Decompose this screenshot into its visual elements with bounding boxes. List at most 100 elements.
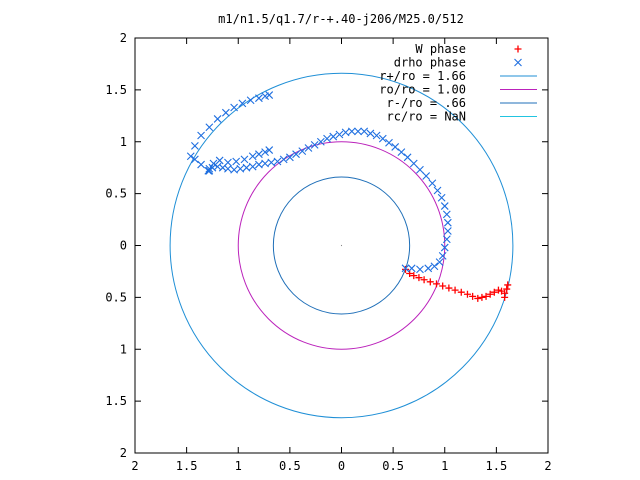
cross-marker xyxy=(205,166,214,175)
plus-marker xyxy=(432,280,440,288)
plus-marker xyxy=(439,282,447,290)
cross-marker xyxy=(230,103,239,112)
cross-marker xyxy=(397,148,406,157)
y-tick-label: 1.5 xyxy=(105,83,127,97)
cross-marker xyxy=(265,91,274,99)
cross-marker xyxy=(416,265,424,274)
cross-marker xyxy=(440,243,449,252)
cross-marker xyxy=(347,127,356,136)
cross-marker xyxy=(190,142,199,150)
cross-marker xyxy=(298,147,307,155)
plus-marker xyxy=(482,292,490,300)
cross-marker xyxy=(401,264,410,273)
cross-marker xyxy=(213,115,222,123)
cross-marker xyxy=(430,262,439,271)
series-w-phase xyxy=(402,265,512,302)
cross-marker xyxy=(204,166,213,175)
cross-marker xyxy=(261,159,269,168)
cross-marker xyxy=(428,179,437,188)
cross-marker xyxy=(186,152,195,161)
legend-label: rc/ro = NaN xyxy=(387,110,466,124)
cross-marker xyxy=(366,129,375,138)
cross-marker xyxy=(438,251,447,260)
cross-marker xyxy=(248,152,257,161)
plus-marker xyxy=(420,276,428,284)
x-tick-label: 2 xyxy=(131,459,138,473)
y-tick-label: 1 xyxy=(120,342,127,356)
cross-marker xyxy=(279,155,288,164)
circle-r-ro-66 xyxy=(272,176,411,315)
cross-marker xyxy=(437,193,446,202)
cross-marker xyxy=(224,158,232,167)
y-tick-label: 1 xyxy=(120,135,127,149)
plus-marker xyxy=(410,272,418,280)
cross-marker xyxy=(435,258,444,266)
cross-marker xyxy=(335,130,344,139)
legend-label: W phase xyxy=(415,42,466,56)
cross-marker xyxy=(385,138,393,147)
y-tick-label: 0 xyxy=(120,239,127,253)
plus-marker xyxy=(406,270,414,278)
x-tick-label: 0.5 xyxy=(382,459,404,473)
plus-marker xyxy=(503,285,511,293)
circle-r-ro-1-66 xyxy=(169,72,514,419)
cross-marker xyxy=(310,140,319,149)
data-points xyxy=(186,91,512,302)
plus-marker xyxy=(504,281,512,289)
chart-title: m1/n1.5/q1.7/r-+.40-j206/M25.0/512 xyxy=(218,12,464,26)
plus-marker xyxy=(445,284,453,292)
cross-marker xyxy=(442,210,451,219)
cross-marker xyxy=(265,146,274,154)
cross-marker xyxy=(197,160,205,169)
cross-marker xyxy=(409,159,418,168)
cross-marker xyxy=(292,150,300,159)
cross-marker xyxy=(221,108,230,117)
plus-marker xyxy=(469,292,477,300)
x-tick-label: 1 xyxy=(235,459,242,473)
cross-marker xyxy=(329,132,338,141)
cross-marker xyxy=(403,153,412,162)
plus-marker xyxy=(490,288,498,296)
cross-marker xyxy=(230,165,239,174)
cross-marker xyxy=(197,131,205,140)
cross-marker xyxy=(255,160,263,169)
cross-marker xyxy=(240,155,249,164)
cross-marker xyxy=(323,134,331,143)
y-tick-label: 0.5 xyxy=(105,290,127,304)
y-tick-label: 2 xyxy=(120,31,127,45)
cross-marker xyxy=(267,158,276,167)
x-tick-label: 0 xyxy=(338,459,345,473)
y-tick-label: 2 xyxy=(120,446,127,460)
x-tick-label: 0.5 xyxy=(279,459,301,473)
cross-marker xyxy=(238,99,247,108)
cross-marker xyxy=(316,137,325,146)
cross-marker xyxy=(424,264,433,273)
cross-marker xyxy=(232,157,241,166)
cross-marker xyxy=(205,164,214,173)
plus-marker xyxy=(494,286,502,294)
plus-marker xyxy=(486,290,494,298)
cross-marker xyxy=(433,186,442,195)
cross-marker xyxy=(372,131,381,140)
plus-marker xyxy=(457,288,465,296)
cross-marker xyxy=(407,264,416,273)
plus-marker xyxy=(514,45,522,53)
cross-marker xyxy=(248,162,257,171)
axes: 2 1.5 1 0.5 0 0.5 1 1.5 221.510.500.511.52 xyxy=(105,31,551,473)
reference-circles xyxy=(169,72,514,419)
x-tick-label: 1.5 xyxy=(176,459,198,473)
cross-marker xyxy=(341,128,350,137)
cross-marker xyxy=(378,134,387,143)
cross-marker xyxy=(304,144,313,152)
plus-marker xyxy=(451,286,459,294)
cross-marker xyxy=(273,157,282,166)
cross-marker xyxy=(209,159,218,168)
legend-label: ro/ro = 1.00 xyxy=(379,83,466,97)
plus-marker xyxy=(402,265,410,273)
plus-marker xyxy=(478,293,486,301)
plus-marker xyxy=(415,274,423,282)
cross-marker xyxy=(391,143,400,151)
legend-label: r+/ro = 1.66 xyxy=(379,69,466,83)
